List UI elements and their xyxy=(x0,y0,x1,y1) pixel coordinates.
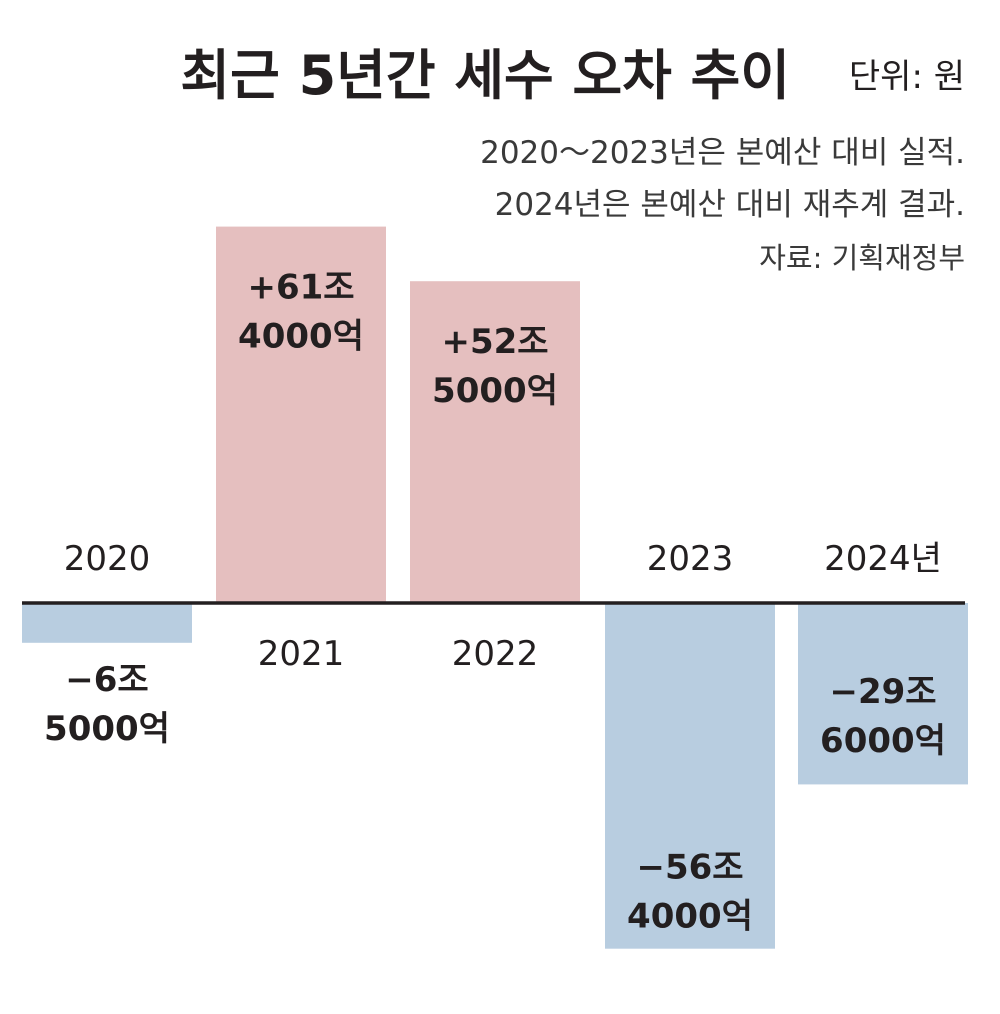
unit-label: 단위: 원 xyxy=(849,57,965,97)
category-label: 2024년 xyxy=(824,539,942,579)
value-label: −29조 xyxy=(829,672,936,712)
category-label: 2021 xyxy=(258,634,345,674)
category-label: 2020 xyxy=(64,539,151,579)
category-label: 2022 xyxy=(452,634,539,674)
value-label: 6000억 xyxy=(820,721,946,761)
value-label: +61조 xyxy=(247,268,354,308)
value-label: −6조 xyxy=(65,660,148,700)
category-label: 2023 xyxy=(647,539,734,579)
value-label: 5000억 xyxy=(44,709,170,749)
value-label: 5000억 xyxy=(432,371,558,411)
bar-2020 xyxy=(22,603,192,643)
bar-2021 xyxy=(216,226,386,603)
bar-labels: 2020 −6조 5000억 2021 +61조 4000억 2022 +52조 5000억 20… xyxy=(44,268,946,937)
bars xyxy=(22,226,968,949)
bar-2023 xyxy=(605,603,775,949)
source-label: 자료: 기획재정부 xyxy=(759,241,965,275)
value-label: −56조 xyxy=(636,848,743,888)
value-label: +52조 xyxy=(441,322,548,362)
value-label: 4000억 xyxy=(238,317,364,357)
bar-2022 xyxy=(410,281,580,603)
bar-2024 xyxy=(798,603,968,785)
chart-header: 최근 5년간 세수 오차 추이 단위: 원 2020～2023년은 본예산 대비… xyxy=(180,44,965,275)
value-label: 4000억 xyxy=(627,897,753,937)
note-line-2: 2024년은 본예산 대비 재추계 결과. xyxy=(495,187,965,223)
note-line-1: 2020～2023년은 본예산 대비 실적. xyxy=(480,135,965,171)
chart-title: 최근 5년간 세수 오차 추이 xyxy=(180,44,790,107)
